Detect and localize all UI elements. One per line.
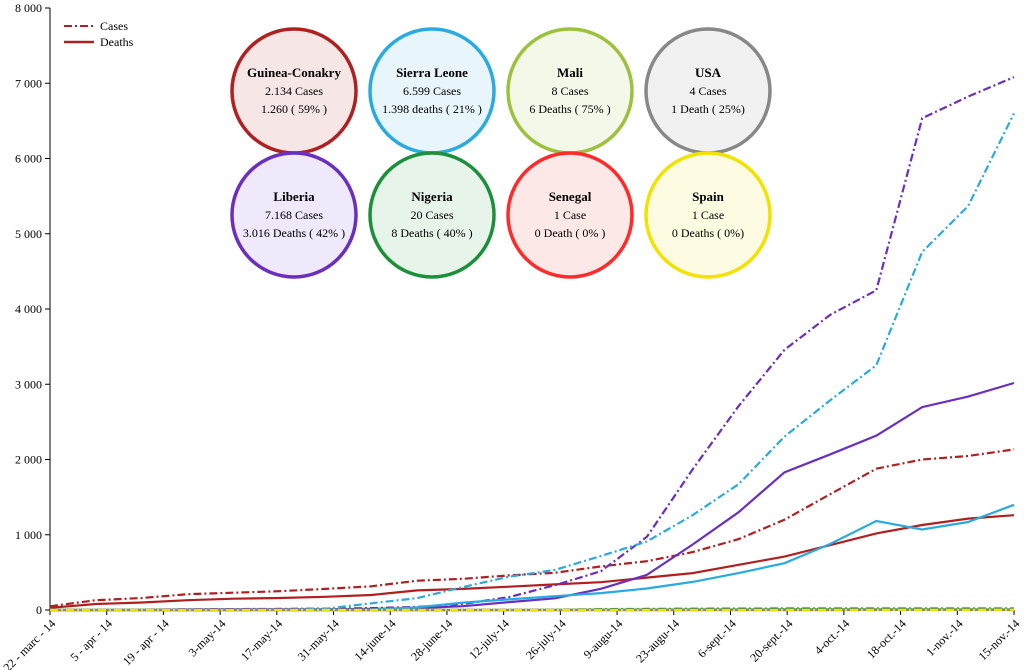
bubble-name: Senegal — [549, 189, 592, 204]
bubble-deaths: 3.016 Deaths ( 42% ) — [243, 226, 345, 240]
bubble-deaths: 6 Deaths ( 75% ) — [529, 102, 610, 116]
bubble-name: Guinea-Conakry — [247, 65, 341, 80]
y-tick-label: 1 000 — [15, 528, 42, 542]
y-tick-label: 8 000 — [15, 1, 42, 15]
bubble-cases: 2.134 Cases — [265, 84, 323, 98]
bubble-name: Spain — [692, 189, 725, 204]
y-tick-label: 6 000 — [15, 152, 42, 166]
bubble-senegal: Senegal 1 Case 0 Death ( 0% ) — [508, 153, 632, 277]
y-tick-label: 0 — [36, 603, 42, 617]
bubble-deaths: 1.260 ( 59% ) — [261, 102, 327, 116]
y-tick-label: 2 000 — [15, 453, 42, 467]
legend-label: Deaths — [100, 35, 134, 49]
bubble-deaths: 1.398 deaths ( 21% ) — [382, 102, 482, 116]
bubble-name: Mali — [557, 65, 583, 80]
bubble-deaths: 8 Deaths ( 40% ) — [391, 226, 472, 240]
bubble-mali: Mali 8 Cases 6 Deaths ( 75% ) — [508, 29, 632, 153]
legend-label: Cases — [100, 19, 128, 33]
bubble-cases: 20 Cases — [411, 208, 454, 222]
y-tick-label: 7 000 — [15, 76, 42, 90]
y-tick-label: 4 000 — [15, 302, 42, 316]
bubble-usa: USA 4 Cases 1 Death ( 25%) — [646, 29, 770, 153]
y-tick-label: 3 000 — [15, 377, 42, 391]
bubble-cases: 1 Case — [692, 208, 724, 222]
bubble-nigeria: Nigeria 20 Cases 8 Deaths ( 40% ) — [370, 153, 494, 277]
bubble-cases: 4 Cases — [690, 84, 727, 98]
bubble-deaths: 0 Deaths ( 0%) — [672, 226, 744, 240]
bubble-cases: 8 Cases — [552, 84, 589, 98]
bubble-cases: 7.168 Cases — [265, 208, 323, 222]
bubble-name: Liberia — [273, 189, 315, 204]
y-tick-label: 5 000 — [15, 227, 42, 241]
bubble-deaths: 0 Death ( 0% ) — [535, 226, 606, 240]
bubble-liberia: Liberia 7.168 Cases 3.016 Deaths ( 42% ) — [232, 153, 356, 277]
bubble-deaths: 1 Death ( 25%) — [671, 102, 745, 116]
bubble-name: Sierra Leone — [396, 65, 468, 80]
bubble-cases: 1 Case — [554, 208, 586, 222]
bubble-guinea-conakry: Guinea-Conakry 2.134 Cases 1.260 ( 59% ) — [232, 29, 356, 153]
bubble-name: Nigeria — [411, 189, 453, 204]
bubble-name: USA — [695, 65, 722, 80]
ebola-timeline-chart: 0 1 000 2 000 3 000 4 000 5 000 6 000 7 000 8 00… — [0, 0, 1024, 670]
bubble-cases: 6.599 Cases — [403, 84, 461, 98]
bubble-spain: Spain 1 Case 0 Deaths ( 0%) — [646, 153, 770, 277]
bubble-sierra-leone: Sierra Leone 6.599 Cases 1.398 deaths ( 21… — [370, 29, 494, 153]
